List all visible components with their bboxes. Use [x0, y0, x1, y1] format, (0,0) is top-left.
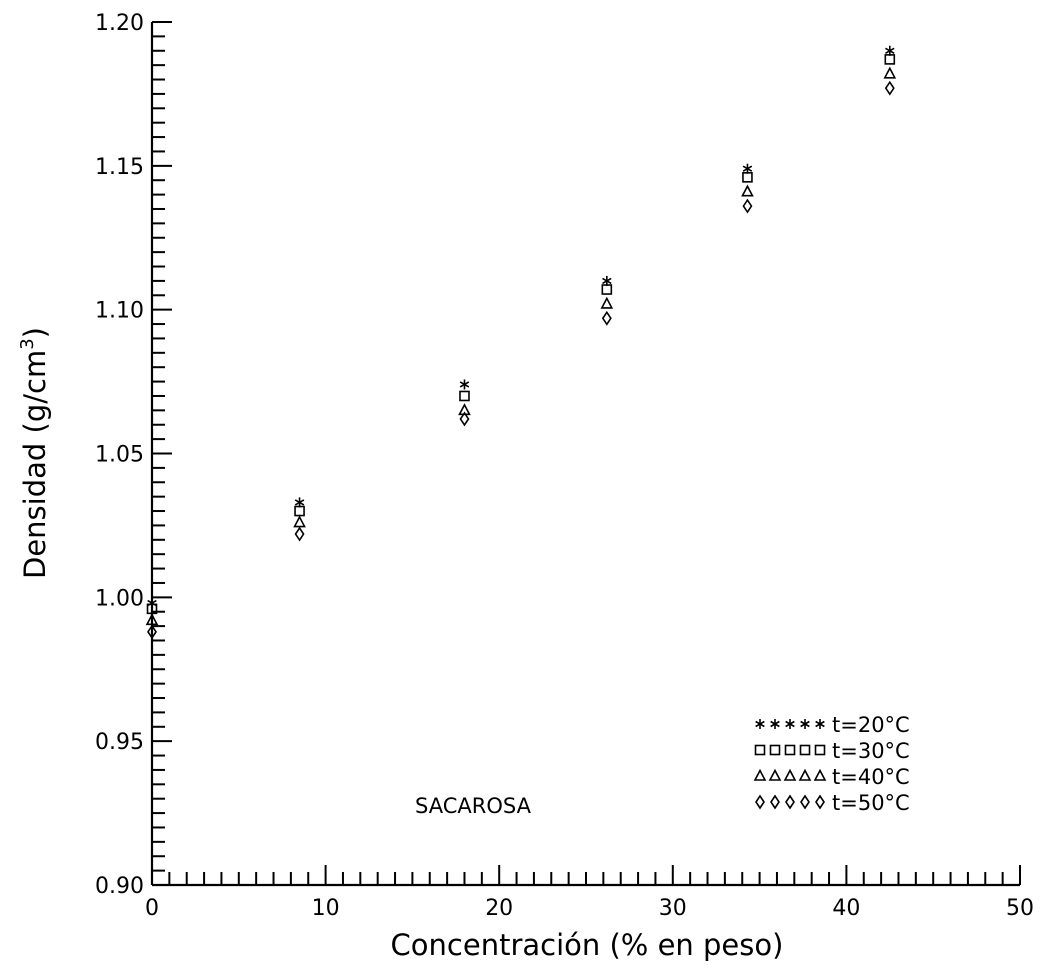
y-axis-label-superscript: 3 — [17, 338, 38, 349]
ticks — [151, 21, 1021, 886]
data-point-square — [884, 54, 896, 65]
y-axis-label-main: Densidad (g/cm — [18, 350, 52, 579]
legend-label: t=20°C — [832, 713, 910, 737]
x-tick-label: 20 — [485, 896, 513, 921]
data-point-diamond — [459, 411, 470, 427]
legend-symbol-asterisk — [815, 719, 825, 729]
x-axis-label: Concentración (% en peso) — [391, 928, 784, 962]
legend-item: t=50°C — [755, 791, 910, 815]
legend-item: t=20°C — [755, 713, 910, 737]
y-tick-label: 0.90 — [95, 874, 144, 899]
legend-symbol-diamond — [785, 794, 795, 810]
data-point-triangle — [145, 613, 159, 626]
y-axis-label-close: ) — [18, 327, 52, 338]
legend-symbol-asterisk — [755, 719, 765, 729]
chart-annotation: SACAROSA — [415, 794, 532, 818]
y-tick-label: 1.20 — [95, 11, 144, 36]
legend-symbol-triangle — [798, 768, 812, 781]
data-point-square — [459, 390, 470, 402]
data-point-square — [742, 172, 753, 183]
legend-item: t=40°C — [753, 765, 910, 789]
data-point-diamond — [294, 526, 305, 542]
data-point-asterisk — [147, 598, 157, 609]
y-tick-label: 1.05 — [95, 443, 144, 468]
legend-symbol-square — [784, 744, 796, 756]
legend-symbol-triangle — [753, 768, 767, 781]
legend: t=20°Ct=30°Ct=40°Ct=50°C — [753, 713, 910, 815]
data-point-diamond — [742, 198, 753, 214]
legend-symbol-triangle — [813, 768, 827, 781]
legend-label: t=40°C — [832, 765, 910, 789]
y-tick-label: 0.95 — [95, 730, 144, 755]
x-tick-label: 50 — [1006, 896, 1034, 921]
x-tick-label: 30 — [659, 896, 687, 921]
x-tick-label: 10 — [312, 896, 340, 921]
legend-symbol-square — [754, 744, 766, 756]
series-square — [146, 54, 896, 615]
data-point-diamond — [884, 80, 895, 96]
data-point-triangle — [293, 515, 306, 528]
legend-symbol-diamond — [815, 794, 825, 810]
x-tick-label: 40 — [832, 896, 860, 921]
data-point-square — [294, 505, 305, 517]
legend-symbol-square — [799, 744, 811, 756]
data-point-triangle — [600, 296, 614, 309]
legend-symbol-triangle — [783, 768, 797, 781]
series-diamond — [147, 80, 895, 640]
legend-item: t=30°C — [754, 739, 910, 763]
data-point-diamond — [601, 310, 612, 326]
data-point-diamond — [147, 624, 157, 640]
y-axis-label: Densidad (g/cm3) — [17, 327, 52, 579]
series-asterisk — [147, 45, 895, 609]
legend-symbol-diamond — [755, 794, 765, 810]
legend-symbol-diamond — [770, 794, 780, 810]
legend-symbol-asterisk — [770, 719, 780, 729]
y-tick-label: 1.15 — [95, 155, 144, 180]
legend-symbol-asterisk — [800, 719, 810, 729]
legend-symbol-square — [814, 744, 826, 756]
y-tick-label: 1.00 — [95, 586, 144, 611]
x-tick-label: 0 — [145, 896, 159, 921]
y-tick-label: 1.10 — [95, 299, 144, 324]
data-points — [145, 45, 897, 640]
legend-label: t=30°C — [832, 739, 910, 763]
data-point-square — [601, 284, 613, 295]
legend-label: t=50°C — [832, 791, 910, 815]
data-point-triangle — [883, 66, 897, 79]
data-point-triangle — [741, 184, 754, 197]
legend-symbol-asterisk — [785, 719, 795, 729]
data-point-asterisk — [459, 379, 470, 390]
legend-symbol-square — [769, 744, 781, 756]
legend-symbol-triangle — [768, 768, 782, 781]
series-triangle — [145, 66, 897, 626]
legend-symbol-diamond — [800, 794, 810, 810]
tick-labels: 0 10 20 30 40 50 0.90 0.95 1.00 1.05 1.10 1.15 1.20 — [95, 11, 1034, 921]
